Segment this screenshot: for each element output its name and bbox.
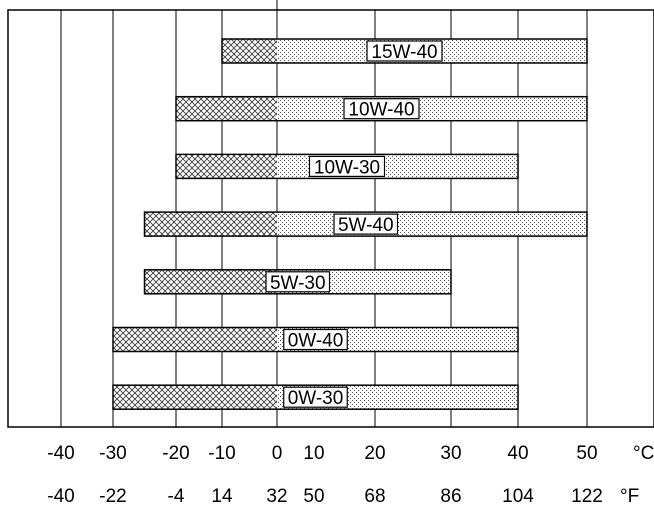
bars: 15W-40 10W-40 10W-30 5W-40 5W-30 0W-40 0W-30 <box>112 38 588 410</box>
fahrenheit-tick-label: 86 <box>440 486 461 507</box>
bar-outline <box>221 38 588 64</box>
celsius-tick-label: -20 <box>162 443 189 464</box>
bar-outline <box>175 153 519 180</box>
celsius-tick-label: 50 <box>576 443 597 464</box>
fahrenheit-tick-label: 50 <box>303 486 324 507</box>
bar-0w-40: 0W-40 <box>112 326 519 353</box>
bar-15w-40: 15W-40 <box>221 38 588 64</box>
bar-label-box <box>265 271 331 293</box>
celsius-tick-label: -10 <box>208 443 235 464</box>
bar-cold-segment <box>222 39 277 63</box>
bar-outline <box>143 269 452 295</box>
fahrenheit-tick-label: 14 <box>211 486 233 507</box>
bar-cold-segment <box>144 269 277 294</box>
bar-label-box <box>366 40 443 62</box>
bar-cold-segment <box>113 327 277 352</box>
bar-label: 10W-30 <box>314 157 380 178</box>
fahrenheit-tick-label: -4 <box>168 486 185 507</box>
tick-labels: °C °F -40 -30 -20 -10 0 10 20 30 40 50 -40 -22 -4 14 3… <box>47 443 654 507</box>
bar-0w-30: 0W-30 <box>112 384 519 410</box>
bar-outline <box>143 211 588 237</box>
bar-label: 5W-30 <box>270 273 326 294</box>
bar-5w-40: 5W-40 <box>143 211 588 237</box>
bar-10w-30: 10W-30 <box>175 153 519 180</box>
bar-warm-segment <box>277 96 587 121</box>
fahrenheit-tick-label: 104 <box>502 486 534 507</box>
bar-outline <box>112 384 519 410</box>
fahrenheit-tick-label: 122 <box>571 486 603 507</box>
celsius-tick-label: 40 <box>507 443 528 464</box>
bar-label: 0W-40 <box>288 331 344 352</box>
bar-label: 15W-40 <box>371 42 437 63</box>
bar-label: 5W-40 <box>338 215 394 236</box>
bar-outline <box>175 95 588 122</box>
fahrenheit-tick-label: -40 <box>47 486 74 507</box>
celsius-tick-label: -40 <box>47 443 74 464</box>
celsius-tick-label: 30 <box>440 443 461 464</box>
bar-cold-segment <box>113 385 277 410</box>
bar-label-box <box>283 328 348 351</box>
bar-cold-segment <box>176 154 277 179</box>
bar-cold-segment <box>144 212 277 237</box>
fahrenheit-tick-label: 68 <box>364 486 385 507</box>
bar-label-box <box>333 213 399 235</box>
bar-label: 10W-40 <box>348 100 414 121</box>
bar-5w-30: 5W-30 <box>143 269 452 295</box>
bar-10w-40: 10W-40 <box>175 95 588 122</box>
celsius-tick-label: 0 <box>272 443 283 464</box>
bar-label-box <box>283 386 348 408</box>
bar-label-box <box>308 155 386 177</box>
celsius-tick-label: -30 <box>99 443 126 464</box>
bar-label-box <box>343 98 420 120</box>
fahrenheit-tick-label: -22 <box>99 486 126 507</box>
bar-warm-segment <box>277 212 587 237</box>
celsius-unit-label: °C <box>633 443 654 464</box>
celsius-tick-label: 20 <box>364 443 385 464</box>
fahrenheit-unit-label: °F <box>620 486 639 507</box>
fahrenheit-tick-label: 32 <box>266 486 287 507</box>
bar-outline <box>112 326 519 353</box>
bar-cold-segment <box>176 96 277 121</box>
bar-label: 0W-30 <box>288 388 344 409</box>
celsius-tick-label: 10 <box>303 443 324 464</box>
